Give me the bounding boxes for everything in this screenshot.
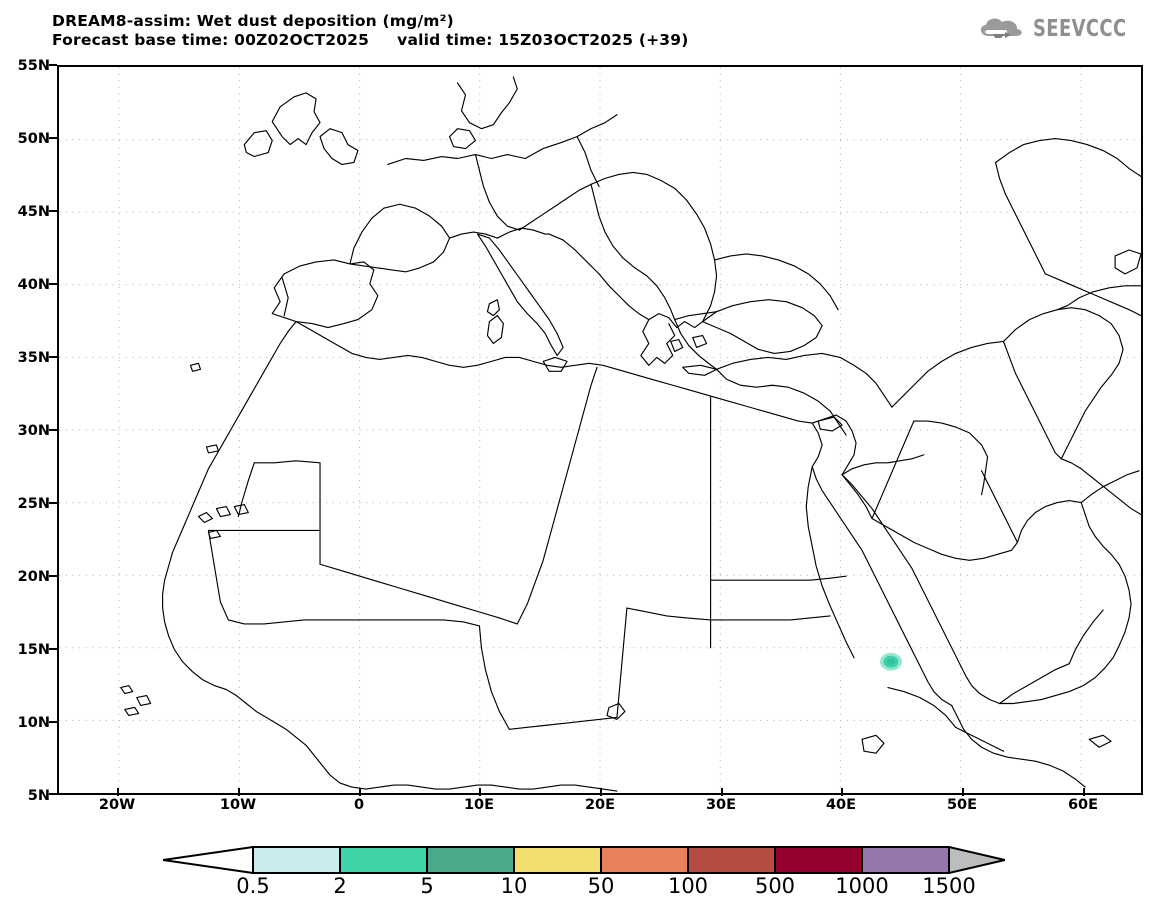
cloud-wind-icon xyxy=(980,18,1022,38)
x-tick-label-10E: 10E xyxy=(463,797,495,813)
y-tick-label-5N: 5N xyxy=(27,788,50,804)
y-tick-label-30N: 30N xyxy=(17,423,50,439)
plot-title: DREAM8-assim: Wet dust deposition (mg/m²… xyxy=(52,12,454,30)
logo-text: SEEVCCC xyxy=(1033,16,1127,42)
map-plot-area[interactable] xyxy=(57,65,1143,795)
y-tick-label-45N: 45N xyxy=(17,204,50,220)
x-tick-label-50E: 50E xyxy=(946,797,978,813)
colorbar-label-100: 100 xyxy=(667,874,709,898)
y-tick-label-50N: 50N xyxy=(17,131,50,147)
map-canvas xyxy=(59,67,1141,793)
coastlines xyxy=(120,76,1141,792)
plot-header: DREAM8-assim: Wet dust deposition (mg/m²… xyxy=(52,12,689,50)
colorbar-label-1500: 1500 xyxy=(922,874,976,898)
colorbar[interactable] xyxy=(163,846,1005,874)
seevccc-logo: SEEVCCC xyxy=(975,14,1153,44)
colorbar-label-50: 50 xyxy=(587,874,615,898)
x-tick-label-20W: 20W xyxy=(98,797,136,813)
colorbar-label-1000: 1000 xyxy=(835,874,889,898)
x-tick-label-40E: 40E xyxy=(825,797,857,813)
plot-subtitle: Forecast base time: 00Z02OCT2025 valid t… xyxy=(52,31,689,49)
y-tick-label-20N: 20N xyxy=(17,569,50,585)
x-tick-label-10W: 10W xyxy=(219,797,257,813)
colorbar-label-2: 2 xyxy=(333,874,347,898)
y-tick-label-40N: 40N xyxy=(17,277,50,293)
x-tick-label-0: 0 xyxy=(353,797,365,813)
x-tick-label-30E: 30E xyxy=(705,797,737,813)
colorbar-swatches xyxy=(163,846,1005,874)
colorbar-label-0.5: 0.5 xyxy=(236,874,270,898)
y-tick-label-15N: 15N xyxy=(17,642,50,658)
x-tick-label-20E: 20E xyxy=(584,797,616,813)
colorbar-label-10: 10 xyxy=(500,874,528,898)
x-tick-label-60E: 60E xyxy=(1067,797,1099,813)
y-tick-label-25N: 25N xyxy=(17,496,50,512)
colorbar-label-500: 500 xyxy=(754,874,796,898)
data-overlay xyxy=(879,652,902,671)
y-tick-label-55N: 55N xyxy=(17,58,50,74)
gridlines xyxy=(59,67,1141,793)
colorbar-label-5: 5 xyxy=(420,874,434,898)
y-tick-label-10N: 10N xyxy=(17,715,50,731)
y-tick-label-35N: 35N xyxy=(17,350,50,366)
